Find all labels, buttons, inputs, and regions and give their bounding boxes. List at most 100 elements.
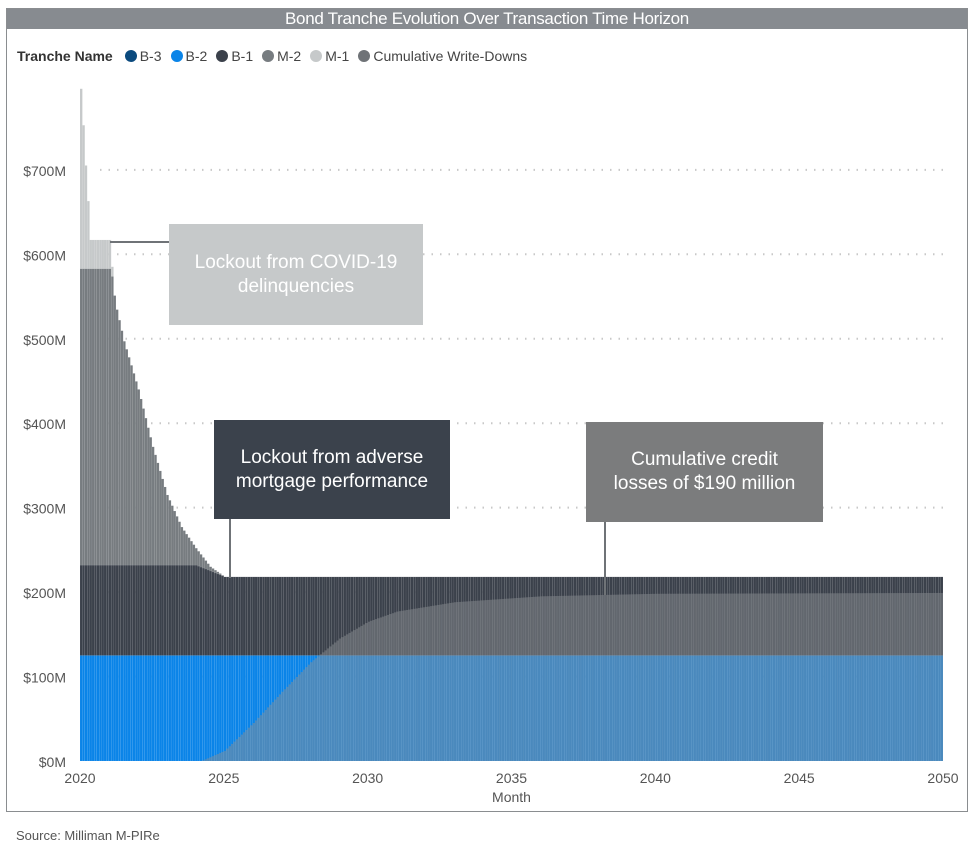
legend-item[interactable]: M-2 <box>262 48 301 64</box>
bar-cumulative-write-downs <box>851 593 855 761</box>
bar-cumulative-write-downs <box>420 607 423 761</box>
legend-item[interactable]: M-1 <box>310 48 349 64</box>
bar-cumulative-write-downs <box>259 715 263 761</box>
bar-b-2 <box>202 655 205 762</box>
bar-cumulative-write-downs <box>329 646 332 761</box>
bar-cumulative-write-downs <box>931 592 934 761</box>
bar-cumulative-write-downs <box>355 628 359 761</box>
bar-cumulative-write-downs <box>818 593 821 761</box>
bar-cumulative-write-downs <box>439 604 442 761</box>
bar-cumulative-write-downs <box>811 593 814 761</box>
x-tick-label: 2040 <box>640 770 671 786</box>
chart-title: Bond Tranche Evolution Over Transaction … <box>7 9 967 29</box>
bar-cumulative-write-downs <box>516 597 519 761</box>
bar-cumulative-write-downs <box>875 593 879 761</box>
bar-b-2 <box>226 655 229 762</box>
bar-cumulative-write-downs <box>202 760 205 761</box>
bar-cumulative-write-downs <box>406 609 409 761</box>
bar-cumulative-write-downs <box>346 634 349 761</box>
bar-cumulative-write-downs <box>684 593 687 761</box>
bar-cumulative-write-downs <box>398 611 402 761</box>
bar-b-1 <box>269 576 272 656</box>
bar-b-1 <box>137 564 141 656</box>
bar-cumulative-write-downs <box>861 593 864 761</box>
bar-cumulative-write-downs <box>708 593 711 761</box>
bar-b-1 <box>300 576 304 656</box>
bar-b-1 <box>130 564 133 656</box>
bar-cumulative-write-downs <box>796 593 800 761</box>
bar-m-2 <box>192 544 196 566</box>
bar-cumulative-write-downs <box>257 717 260 761</box>
bar-b-1 <box>295 576 299 656</box>
bar-m-1 <box>91 239 95 269</box>
legend-item[interactable]: Cumulative Write-Downs <box>358 48 527 64</box>
bar-b-2 <box>79 655 83 762</box>
bar-b-2 <box>151 655 155 762</box>
bar-cumulative-write-downs <box>456 602 459 761</box>
chart-frame: Bond Tranche Evolution Over Transaction … <box>6 8 968 812</box>
bar-cumulative-write-downs <box>386 614 390 761</box>
bar-b-1 <box>158 564 162 656</box>
bar-m-2 <box>190 540 193 566</box>
bar-cumulative-write-downs <box>722 593 725 761</box>
bar-m-2 <box>96 268 100 566</box>
legend-item[interactable]: B-3 <box>124 48 162 64</box>
bar-b-2 <box>204 655 208 762</box>
bar-cumulative-write-downs <box>480 600 483 761</box>
bar-b-1 <box>238 576 241 656</box>
bar-b-1 <box>118 564 121 656</box>
bar-b-1 <box>125 564 129 656</box>
bar-m-1 <box>89 239 93 269</box>
bar-b-1 <box>84 564 88 656</box>
bar-cumulative-write-downs <box>669 593 673 761</box>
bar-b-2 <box>91 655 95 762</box>
bar-cumulative-write-downs <box>410 609 414 761</box>
bar-cumulative-write-downs <box>748 593 752 761</box>
bar-b-1 <box>228 576 232 656</box>
bar-cumulative-write-downs <box>751 593 754 761</box>
bar-cumulative-write-downs <box>662 593 665 761</box>
bar-m-2 <box>118 319 121 566</box>
bar-b-1 <box>271 576 275 656</box>
bar-b-1 <box>261 576 265 656</box>
bar-m-2 <box>86 268 90 566</box>
legend-item[interactable]: B-2 <box>170 48 207 64</box>
bar-b-2 <box>197 655 201 762</box>
bar-cumulative-write-downs <box>935 592 939 761</box>
bar-b-2 <box>120 655 124 762</box>
bar-m-2 <box>144 417 148 566</box>
bar-cumulative-write-downs <box>739 593 742 761</box>
bar-cumulative-write-downs <box>482 600 486 761</box>
bar-m-2 <box>163 486 167 566</box>
bar-cumulative-write-downs <box>636 594 639 761</box>
bar-cumulative-write-downs <box>779 593 783 761</box>
bar-b-1 <box>281 576 284 656</box>
y-tick-label: $600M <box>23 247 66 263</box>
bar-cumulative-write-downs <box>923 593 927 761</box>
bar-cumulative-write-downs <box>307 664 311 761</box>
bar-b-1 <box>242 576 246 656</box>
legend-marker-icon <box>358 50 371 62</box>
bar-cumulative-write-downs <box>413 608 416 761</box>
legend-item[interactable]: B-1 <box>216 48 253 64</box>
legend-label: Cumulative Write-Downs <box>373 48 528 64</box>
bar-cumulative-write-downs <box>379 617 383 761</box>
bar-cumulative-write-downs <box>422 607 426 761</box>
bar-cumulative-write-downs <box>638 594 641 761</box>
bar-cumulative-write-downs <box>302 669 306 761</box>
bar-cumulative-write-downs <box>343 635 347 761</box>
bar-b-2 <box>144 655 148 762</box>
bar-cumulative-write-downs <box>830 593 833 761</box>
bar-cumulative-write-downs <box>782 593 785 761</box>
bar-cumulative-write-downs <box>756 593 759 761</box>
bar-m-1 <box>84 165 88 269</box>
bar-b-1 <box>214 572 217 656</box>
bar-cumulative-write-downs <box>427 606 430 761</box>
bar-cumulative-write-downs <box>446 603 450 761</box>
bar-cumulative-write-downs <box>288 684 291 761</box>
bar-cumulative-write-downs <box>262 712 265 761</box>
bar-cumulative-write-downs <box>633 594 637 761</box>
bar-cumulative-write-downs <box>353 630 356 761</box>
bar-cumulative-write-downs <box>391 613 395 761</box>
